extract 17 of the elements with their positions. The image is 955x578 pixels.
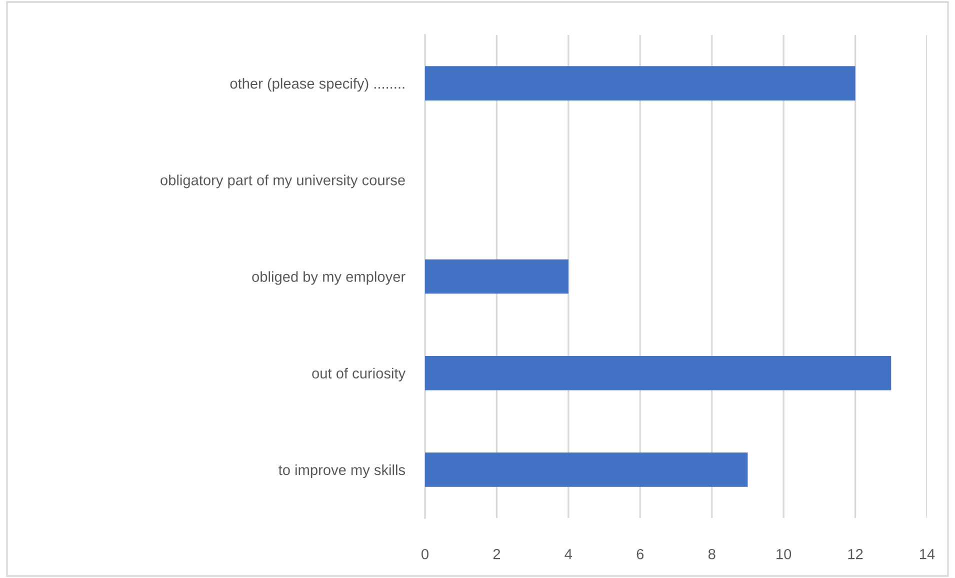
x-tick-label: 0 — [422, 548, 428, 560]
x-tick-label: 4 — [564, 549, 572, 560]
y-tick-label: obliged by my employer — [252, 271, 406, 285]
x-tick-label: 8 — [708, 548, 716, 560]
bar — [425, 356, 892, 390]
bar — [425, 259, 568, 294]
x-tick-label: 2 — [493, 548, 500, 560]
y-tick-label: out of curiosity — [312, 368, 406, 382]
x-tick-label: 14 — [920, 549, 935, 560]
x-tick-label: 12 — [848, 548, 863, 560]
bar — [425, 452, 748, 487]
x-tick-label: 10 — [776, 548, 792, 560]
y-tick-label: to improve my skills — [278, 464, 406, 478]
y-tick-label: obligatory part of my university course — [160, 174, 405, 188]
y-tick-label: other (please specify) ........ — [230, 78, 404, 92]
bar — [425, 66, 856, 100]
x-tick-label: 6 — [636, 548, 644, 560]
